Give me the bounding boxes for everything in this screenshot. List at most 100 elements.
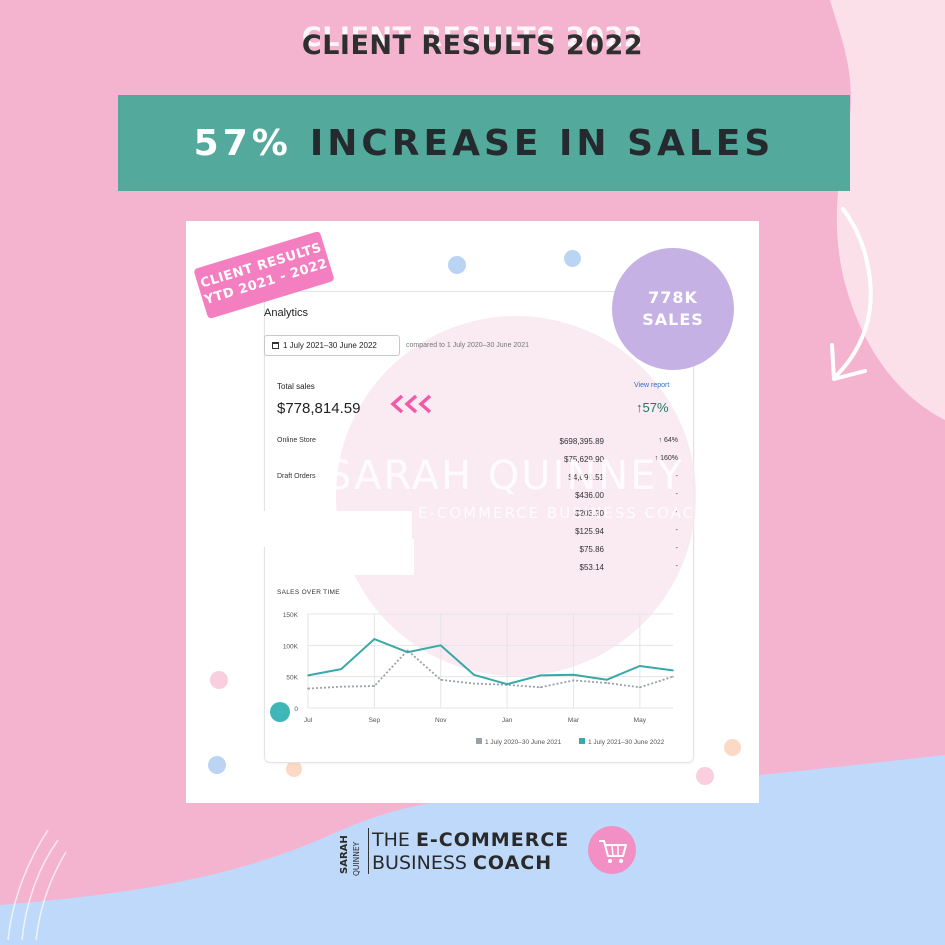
data-point bbox=[406, 651, 409, 654]
row-change: - bbox=[675, 473, 678, 480]
row-change: - bbox=[675, 491, 678, 498]
row-change: - bbox=[675, 527, 678, 534]
x-tick-label: Jan bbox=[502, 717, 513, 724]
logo-business: BUSINESS bbox=[372, 852, 473, 874]
logo-the: THE bbox=[372, 829, 416, 851]
row-label: Draft Orders bbox=[277, 473, 316, 480]
calendar-icon bbox=[272, 342, 279, 349]
badge-value: 778K bbox=[648, 288, 698, 307]
total-sales-change: ↑57% bbox=[636, 400, 669, 415]
shopping-cart-icon bbox=[588, 826, 636, 874]
logo-ecommerce: E-COMMERCE bbox=[415, 829, 570, 851]
logo-line-2: BUSINESS COACH bbox=[372, 852, 552, 874]
chart-title: SALES OVER TIME bbox=[277, 589, 340, 596]
y-tick-label: 100K bbox=[283, 643, 299, 650]
headline-banner: 57% INCREASE IN SALES bbox=[118, 95, 850, 191]
row-value: $4,096.51 bbox=[568, 473, 604, 482]
data-point bbox=[340, 668, 342, 670]
logo-line-1: THE E-COMMERCE bbox=[372, 829, 569, 851]
row-label: Online Store bbox=[277, 437, 316, 444]
analytics-screenshot: Analytics 1 July 2021–30 June 2022 compa… bbox=[186, 221, 759, 803]
logo-coach: COACH bbox=[472, 852, 553, 874]
decor-dot bbox=[286, 761, 302, 777]
row-change: - bbox=[675, 563, 678, 570]
data-point bbox=[473, 682, 475, 685]
watermark-circle bbox=[336, 316, 696, 676]
decor-dot bbox=[208, 756, 226, 774]
data-point bbox=[639, 686, 641, 689]
watermark-tagline: E-COMMERCE BUSINESS COACH bbox=[418, 504, 709, 522]
data-point bbox=[672, 675, 674, 678]
data-point bbox=[572, 673, 575, 676]
legend-swatch bbox=[476, 738, 482, 744]
series-line bbox=[307, 649, 674, 690]
y-tick-label: 150K bbox=[283, 612, 299, 619]
logo-name-first: SARAH bbox=[339, 835, 350, 874]
badge-label: SALES bbox=[642, 310, 704, 329]
data-point bbox=[539, 674, 542, 677]
data-point bbox=[307, 674, 309, 677]
y-tick-label: 50K bbox=[286, 675, 298, 682]
decor-dot bbox=[564, 250, 581, 267]
redacted-block bbox=[281, 539, 414, 575]
data-point bbox=[307, 687, 309, 690]
data-point bbox=[506, 683, 508, 685]
x-tick-label: Jul bbox=[304, 717, 313, 724]
y-tick-label: 0 bbox=[294, 706, 298, 713]
data-point bbox=[572, 679, 575, 682]
logo-name-last: QUINNEY bbox=[352, 841, 361, 876]
total-sales-value: $778,814.59 bbox=[277, 400, 361, 417]
legend-swatch bbox=[579, 738, 585, 744]
headline-percentage: 57% bbox=[193, 122, 292, 164]
legend-label: 1 July 2020–30 June 2021 bbox=[485, 739, 562, 746]
decor-dot bbox=[724, 739, 741, 756]
date-range-label: 1 July 2021–30 June 2022 bbox=[283, 341, 377, 350]
row-change: - bbox=[675, 509, 678, 516]
row-value: $75.86 bbox=[579, 545, 604, 554]
sales-badge: 778K SALES bbox=[612, 248, 734, 370]
data-point bbox=[439, 644, 442, 647]
data-point bbox=[373, 638, 376, 640]
total-sales-label: Total sales bbox=[277, 382, 315, 391]
comparison-label: compared to 1 July 2020–30 June 2021 bbox=[406, 342, 529, 349]
data-point bbox=[439, 679, 442, 681]
data-point bbox=[473, 673, 475, 676]
decor-dot bbox=[210, 671, 228, 689]
row-value: $698,395.89 bbox=[559, 437, 605, 446]
analytics-heading: Analytics bbox=[264, 307, 309, 319]
date-range-button[interactable]: 1 July 2021–30 June 2022 bbox=[264, 335, 400, 356]
data-point bbox=[340, 685, 342, 688]
data-point bbox=[605, 682, 608, 684]
series-line bbox=[307, 638, 674, 686]
x-tick-label: Nov bbox=[435, 717, 447, 724]
decor-dot bbox=[448, 256, 466, 274]
row-change: ↑ 64% bbox=[658, 437, 678, 444]
row-value: $53.14 bbox=[579, 563, 604, 572]
data-point bbox=[639, 665, 641, 667]
logo-name: SARAH QUINNEY bbox=[339, 835, 361, 876]
row-change: ↑ 160% bbox=[654, 455, 678, 462]
data-point bbox=[373, 685, 376, 687]
row-value: $125.94 bbox=[575, 527, 604, 536]
row-value: $75,629.90 bbox=[563, 455, 604, 464]
data-point bbox=[406, 649, 409, 652]
curved-arrow-icon bbox=[830, 207, 873, 381]
x-tick-label: Sep bbox=[369, 717, 381, 724]
watermark-name: SARAH QUINNEY bbox=[326, 453, 684, 499]
decor-dot bbox=[696, 767, 714, 785]
view-report-link[interactable]: View report bbox=[634, 382, 670, 389]
page-title: CLIENT RESULTS 2022 bbox=[301, 30, 644, 61]
headline-text: INCREASE IN SALES bbox=[309, 122, 775, 164]
row-value: $436.00 bbox=[575, 491, 604, 500]
sales-over-time-chart: 150K 100K 50K 0 Jul Sep Nov Jan Mar May 1 July 202… bbox=[283, 612, 674, 746]
chat-bubble-icon[interactable] bbox=[270, 702, 290, 722]
x-tick-label: Mar bbox=[568, 717, 580, 724]
data-point bbox=[539, 686, 542, 689]
logo-divider bbox=[368, 828, 369, 874]
legend-label: 1 July 2021–30 June 2022 bbox=[588, 739, 665, 746]
x-tick-label: May bbox=[634, 717, 647, 724]
data-point bbox=[605, 679, 608, 681]
row-value: $203.90 bbox=[575, 509, 604, 518]
page-title-shadow: CLIENT RESULTS 2022 bbox=[301, 22, 644, 53]
data-point bbox=[672, 669, 674, 672]
